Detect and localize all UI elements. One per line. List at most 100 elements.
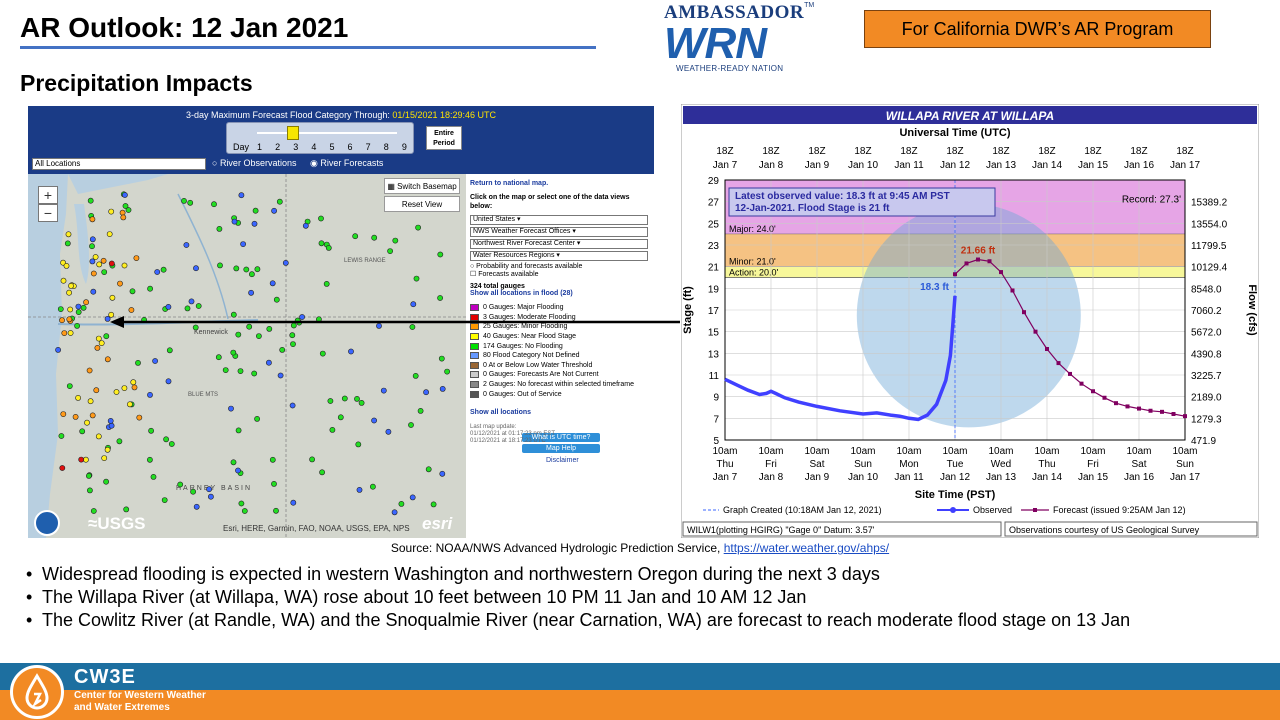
gauge-marker: [154, 269, 161, 275]
gauge-marker: [233, 265, 240, 272]
gauge-marker: [121, 385, 128, 391]
slider-day-6[interactable]: 6: [347, 142, 353, 152]
gauge-marker: [246, 323, 253, 330]
forecast-point: [976, 257, 980, 262]
y2-tick-label: 11799.5: [1191, 241, 1227, 252]
map-title-prefix: 3-day Maximum Forecast Flood Category Th…: [186, 110, 393, 120]
slider-day-1[interactable]: 1: [257, 142, 263, 152]
slider-day-2[interactable]: 2: [275, 142, 281, 152]
gauge-marker: [103, 478, 109, 485]
footer-courtesy: Observations courtesy of US Geological S…: [1009, 525, 1200, 535]
gauge-marker: [103, 333, 110, 340]
y2-tick-label: 4390.8: [1191, 349, 1222, 360]
radio-river-observations[interactable]: ○ River Observations: [212, 158, 297, 168]
map-label-blue-mts: BLUE MTS: [188, 392, 218, 398]
disclaimer-link[interactable]: Disclaimer: [546, 456, 579, 464]
cw3e-logo-icon: [10, 665, 64, 719]
switch-basemap-button[interactable]: ▦ Switch Basemap: [384, 178, 460, 194]
data-view-select[interactable]: Northwest River Forecast Center ▾: [470, 239, 648, 249]
gauge-marker: [161, 497, 168, 503]
radio-forecasts-label: River Forecasts: [320, 158, 384, 168]
zoom-out-button[interactable]: −: [38, 204, 58, 222]
slider-day-4[interactable]: 4: [311, 142, 317, 152]
top-tick-label: Jan 10: [848, 160, 878, 171]
gauge-marker: [369, 483, 376, 490]
zoom-in-button[interactable]: +: [38, 186, 58, 204]
forecast-point: [1010, 288, 1015, 293]
gauge-marker: [57, 306, 64, 312]
source-link[interactable]: https://water.weather.gov/ahps/: [723, 541, 890, 555]
legend-label: 80 Flood Category Not Defined: [483, 352, 580, 360]
last-update: Last map update: 01/12/2021 at 01:17:23 …: [470, 424, 650, 445]
data-view-checkbox[interactable]: ○ Probability and forecasts available: [470, 263, 583, 270]
y2-tick-label: 1279.3: [1191, 414, 1222, 425]
gauge-marker: [152, 358, 158, 364]
map-title: 3-day Maximum Forecast Flood Category Th…: [28, 110, 654, 120]
gauge-marker: [315, 316, 322, 323]
gauge-marker: [337, 414, 344, 421]
slide-title: AR Outlook: 12 Jan 2021: [20, 12, 349, 43]
gauge-marker: [231, 218, 238, 225]
observed-line: [724, 295, 957, 422]
data-view-select[interactable]: United States ▾: [470, 215, 648, 225]
y2-tick-label: 7060.2: [1191, 306, 1222, 317]
gauge-marker: [230, 459, 237, 466]
gauge-marker: [408, 422, 414, 428]
return-national-link[interactable]: Return to national map.: [470, 180, 549, 187]
show-flood-locations-link[interactable]: Show all locations in flood (28): [470, 290, 573, 297]
day-slider[interactable]: Day 1 2 3 4 5 6 7 8 9: [226, 122, 414, 154]
locations-select[interactable]: All Locations: [32, 158, 206, 170]
top-tick-label: Jan 13: [986, 160, 1016, 171]
x-tick-label: 10am: [850, 446, 875, 457]
forecast-point: [953, 272, 957, 277]
x-tick-label: Jan 16: [1124, 472, 1154, 483]
data-view-checkbox[interactable]: ☐ Forecasts available: [470, 271, 539, 278]
gauge-marker: [254, 415, 260, 422]
footer-datum: WILW1(plotting HGIRG) "Gage 0" Datum: 3.…: [687, 525, 875, 535]
gauge-marker: [60, 411, 67, 417]
radio-river-forecasts[interactable]: ◉ River Forecasts: [310, 158, 384, 168]
gauge-marker: [192, 324, 199, 331]
gauge-marker: [309, 456, 315, 463]
legend-swatch: [470, 381, 479, 389]
data-view-select[interactable]: Water Resources Regions ▾: [470, 251, 648, 261]
gauge-marker: [94, 344, 101, 351]
x-tick-label: Mon: [899, 459, 918, 470]
gauge-marker: [439, 385, 446, 392]
forecast-point: [987, 259, 992, 264]
slider-day-8[interactable]: 8: [383, 142, 389, 152]
reset-view-button[interactable]: Reset View: [384, 196, 460, 212]
gauge-marker: [113, 389, 120, 395]
legend-swatch: [470, 304, 479, 312]
slider-day-5[interactable]: 5: [329, 142, 335, 152]
slider-day-7[interactable]: 7: [365, 142, 371, 152]
show-all-locations-link[interactable]: Show all locations: [470, 408, 532, 416]
legend-label: 0 Gauges: Major Flooding: [483, 304, 564, 312]
gauge-marker: [355, 441, 362, 448]
plot-area: [724, 179, 1186, 441]
gauge-marker: [318, 240, 325, 247]
slider-handle[interactable]: [287, 126, 299, 140]
utc-time-button[interactable]: What is UTC time?: [522, 432, 600, 442]
gauge-marker: [59, 317, 65, 324]
data-view-select[interactable]: NWS Weather Forecast Offices ▾: [470, 227, 648, 237]
legend-swatch: [470, 333, 479, 341]
gauge-marker: [276, 198, 283, 205]
gauge-marker: [104, 446, 111, 453]
slider-day-3[interactable]: 3: [293, 142, 299, 152]
entire-period-button[interactable]: Entire Period: [426, 126, 462, 150]
gauge-marker: [255, 333, 262, 339]
map-canvas[interactable]: Kennewick HARNEY BASIN BLUE MTS LEWIS RA…: [28, 174, 466, 538]
cw3e-subtitle: Center for Western Weather and Water Ext…: [74, 690, 206, 714]
forecast-point: [964, 261, 969, 266]
slider-day-9[interactable]: 9: [401, 142, 407, 152]
gauge-marker: [101, 269, 108, 275]
gauge-marker: [252, 207, 259, 214]
map-help-button[interactable]: Map Help: [522, 443, 600, 453]
logo-ambassador-text: AMBASSADOR: [664, 2, 805, 23]
gauge-marker: [206, 486, 212, 493]
legend-row: 80 Flood Category Not Defined: [470, 351, 650, 361]
gauge-marker: [104, 356, 111, 363]
x-tick-label: Sat: [809, 459, 824, 470]
top-tick-label: 18Z: [1176, 146, 1193, 157]
